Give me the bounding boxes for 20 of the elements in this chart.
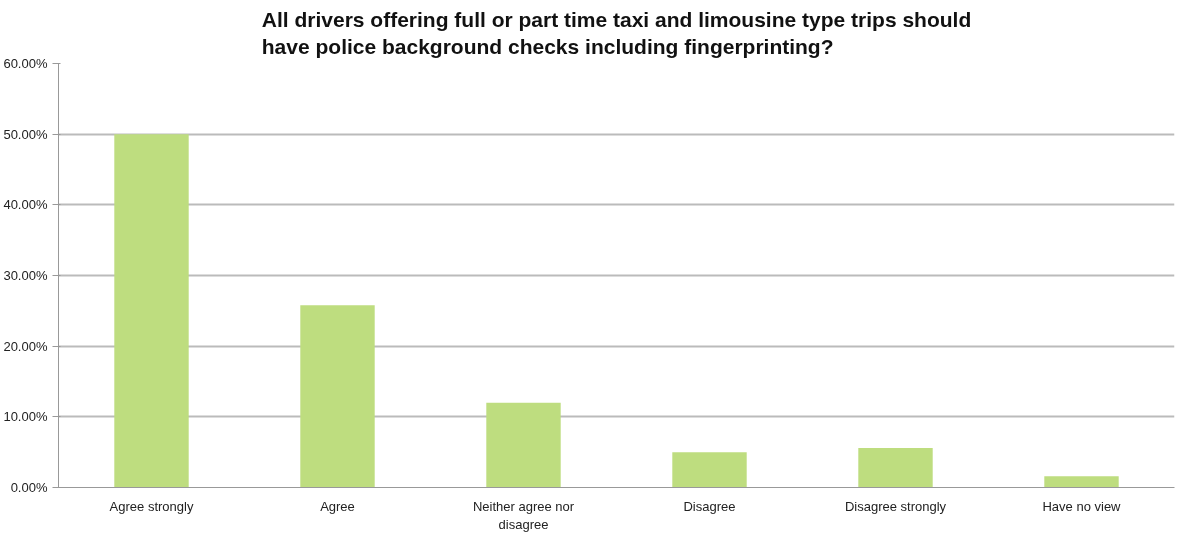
y-tick-label: 0.00% (10, 480, 48, 495)
x-tick-label: Disagree strongly (844, 498, 947, 514)
bar (858, 447, 933, 488)
bar (1044, 476, 1119, 488)
y-tick-label: 60.00% (3, 56, 48, 71)
y-tick-label: 20.00% (3, 338, 48, 354)
bar (672, 452, 747, 488)
y-tick-label: 40.00% (3, 197, 48, 213)
x-tick-label: Have no view (1042, 498, 1122, 514)
bar (300, 305, 375, 488)
y-tick-label: 10.00% (3, 409, 48, 425)
x-tick-label: Neither agree nor disagree (472, 498, 575, 532)
bar (114, 134, 189, 488)
bar (486, 402, 561, 488)
chart-title: All drivers offering full or part time taxi and limousine type trips should have police background checks including fingerprinting? (261, 7, 972, 59)
x-tick-label: Agree strongly (109, 498, 194, 514)
x-tick-label: Disagree (683, 498, 736, 514)
y-tick-label: 50.00% (3, 126, 48, 142)
y-tick-label: 30.00% (3, 268, 48, 283)
x-tick-label: Agree (320, 498, 355, 514)
